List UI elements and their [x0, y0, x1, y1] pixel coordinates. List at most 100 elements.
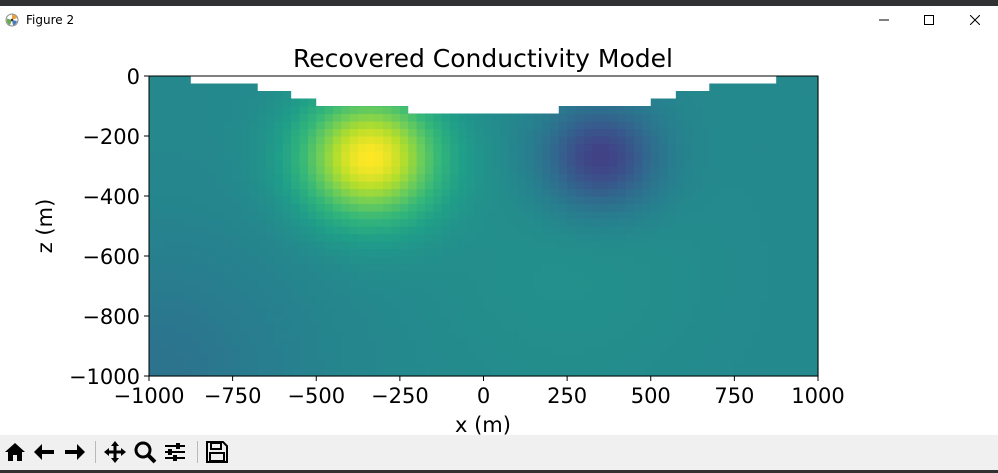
heatmap-cell — [165, 121, 175, 130]
heatmap-cell — [165, 173, 175, 182]
heatmap-cell — [667, 338, 677, 347]
heatmap-cell — [249, 271, 259, 280]
heatmap-cell — [516, 196, 526, 205]
heatmap-cell — [525, 338, 535, 347]
heatmap-cell — [316, 241, 326, 250]
heatmap-cell — [232, 113, 242, 122]
heatmap-cell — [240, 188, 250, 197]
heatmap-cell — [358, 218, 368, 227]
heatmap-cell — [215, 151, 225, 160]
heatmap-cell — [567, 263, 577, 272]
heatmap-cell — [550, 308, 560, 317]
heatmap-cell — [692, 121, 702, 130]
heatmap-cell — [266, 106, 276, 115]
heatmap-cell — [199, 188, 209, 197]
heatmap-cell — [726, 241, 735, 250]
heatmap-cell — [274, 323, 284, 332]
heatmap-cell — [441, 226, 451, 235]
heatmap-cell — [424, 136, 434, 145]
heatmap-cell — [257, 233, 267, 242]
heatmap-cell — [776, 271, 786, 280]
heatmap-cell — [399, 106, 409, 115]
heatmap-cell — [516, 286, 526, 295]
heatmap-cell — [374, 361, 384, 370]
figure-canvas[interactable]: −1000 −750 −500 −250 0 250 500 750 1000 0 −200 −40… — [0, 34, 998, 435]
heatmap-cell — [650, 286, 660, 295]
heatmap-cell — [332, 158, 342, 167]
heatmap-cell — [182, 181, 192, 190]
heatmap-cell — [692, 256, 702, 265]
heatmap-cell — [466, 331, 476, 340]
save-button[interactable] — [204, 439, 230, 465]
heatmap-cell — [374, 263, 384, 272]
heatmap-cell — [374, 143, 384, 152]
heatmap-cell — [792, 158, 802, 167]
forward-button[interactable] — [61, 439, 87, 465]
heatmap-cell — [366, 293, 376, 302]
heatmap-cell — [299, 241, 309, 250]
configure-subplots-button[interactable] — [162, 439, 188, 465]
heatmap-cell — [316, 226, 326, 235]
heatmap-cell — [550, 338, 560, 347]
heatmap-cell — [717, 263, 727, 272]
heatmap-cell — [282, 203, 292, 212]
heatmap-cell — [809, 76, 819, 85]
heatmap-cell — [608, 316, 618, 325]
heatmap-cell — [383, 368, 393, 377]
heatmap-cell — [190, 158, 200, 167]
heatmap-cell — [199, 301, 209, 310]
pan-button[interactable] — [102, 439, 128, 465]
heatmap-cell — [692, 271, 702, 280]
back-button[interactable] — [32, 439, 58, 465]
heatmap-cell — [441, 301, 451, 310]
heatmap-cell — [508, 158, 518, 167]
heatmap-cell — [165, 323, 175, 332]
heatmap-cell — [215, 293, 225, 302]
heatmap-cell — [542, 128, 551, 137]
heatmap-cell — [542, 308, 551, 317]
heatmap-cell — [190, 263, 200, 272]
heatmap-cell — [475, 263, 485, 272]
heatmap-cell — [575, 316, 585, 325]
heatmap-cell — [383, 188, 393, 197]
minimize-button[interactable] — [861, 6, 907, 34]
heatmap-cell — [575, 121, 585, 130]
heatmap-cell — [266, 143, 276, 152]
heatmap-cell — [500, 158, 510, 167]
heatmap-cell — [458, 256, 468, 265]
heatmap-cell — [475, 301, 485, 310]
heatmap-cell — [734, 241, 744, 250]
zoom-button[interactable] — [132, 439, 158, 465]
heatmap-cell — [533, 323, 543, 332]
heatmap-cell — [475, 316, 485, 325]
heatmap-cell — [634, 368, 643, 377]
heatmap-cell — [424, 346, 434, 355]
maximize-button[interactable] — [906, 6, 952, 34]
home-button[interactable] — [2, 439, 28, 465]
heatmap-cell — [608, 338, 618, 347]
heatmap-cell — [533, 248, 543, 257]
heatmap-cell — [450, 353, 460, 362]
heatmap-cell — [274, 271, 284, 280]
heatmap-cell — [232, 256, 242, 265]
heatmap-cell — [717, 226, 727, 235]
heatmap-cell — [282, 278, 292, 287]
heatmap-cell — [232, 308, 242, 317]
heatmap-cell — [801, 271, 811, 280]
heatmap-cell — [466, 218, 476, 227]
heatmap-cell — [734, 293, 744, 302]
heatmap-cell — [734, 316, 744, 325]
heatmap-cell — [734, 331, 744, 340]
close-button[interactable] — [952, 6, 998, 34]
heatmap-cell — [542, 226, 551, 235]
heatmap-cell — [525, 211, 535, 220]
heatmap-cell — [165, 203, 175, 212]
heatmap-cell — [299, 106, 309, 115]
heatmap-cell — [742, 241, 752, 250]
heatmap-cell — [408, 181, 418, 190]
heatmap-cell — [199, 166, 209, 175]
heatmap-cell — [700, 113, 710, 122]
heatmap-cell — [316, 196, 326, 205]
heatmap-cell — [642, 158, 652, 167]
heatmap-cell — [383, 278, 393, 287]
